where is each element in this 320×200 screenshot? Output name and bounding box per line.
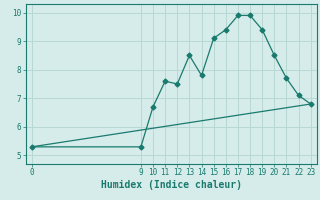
X-axis label: Humidex (Indice chaleur): Humidex (Indice chaleur) <box>101 180 242 190</box>
